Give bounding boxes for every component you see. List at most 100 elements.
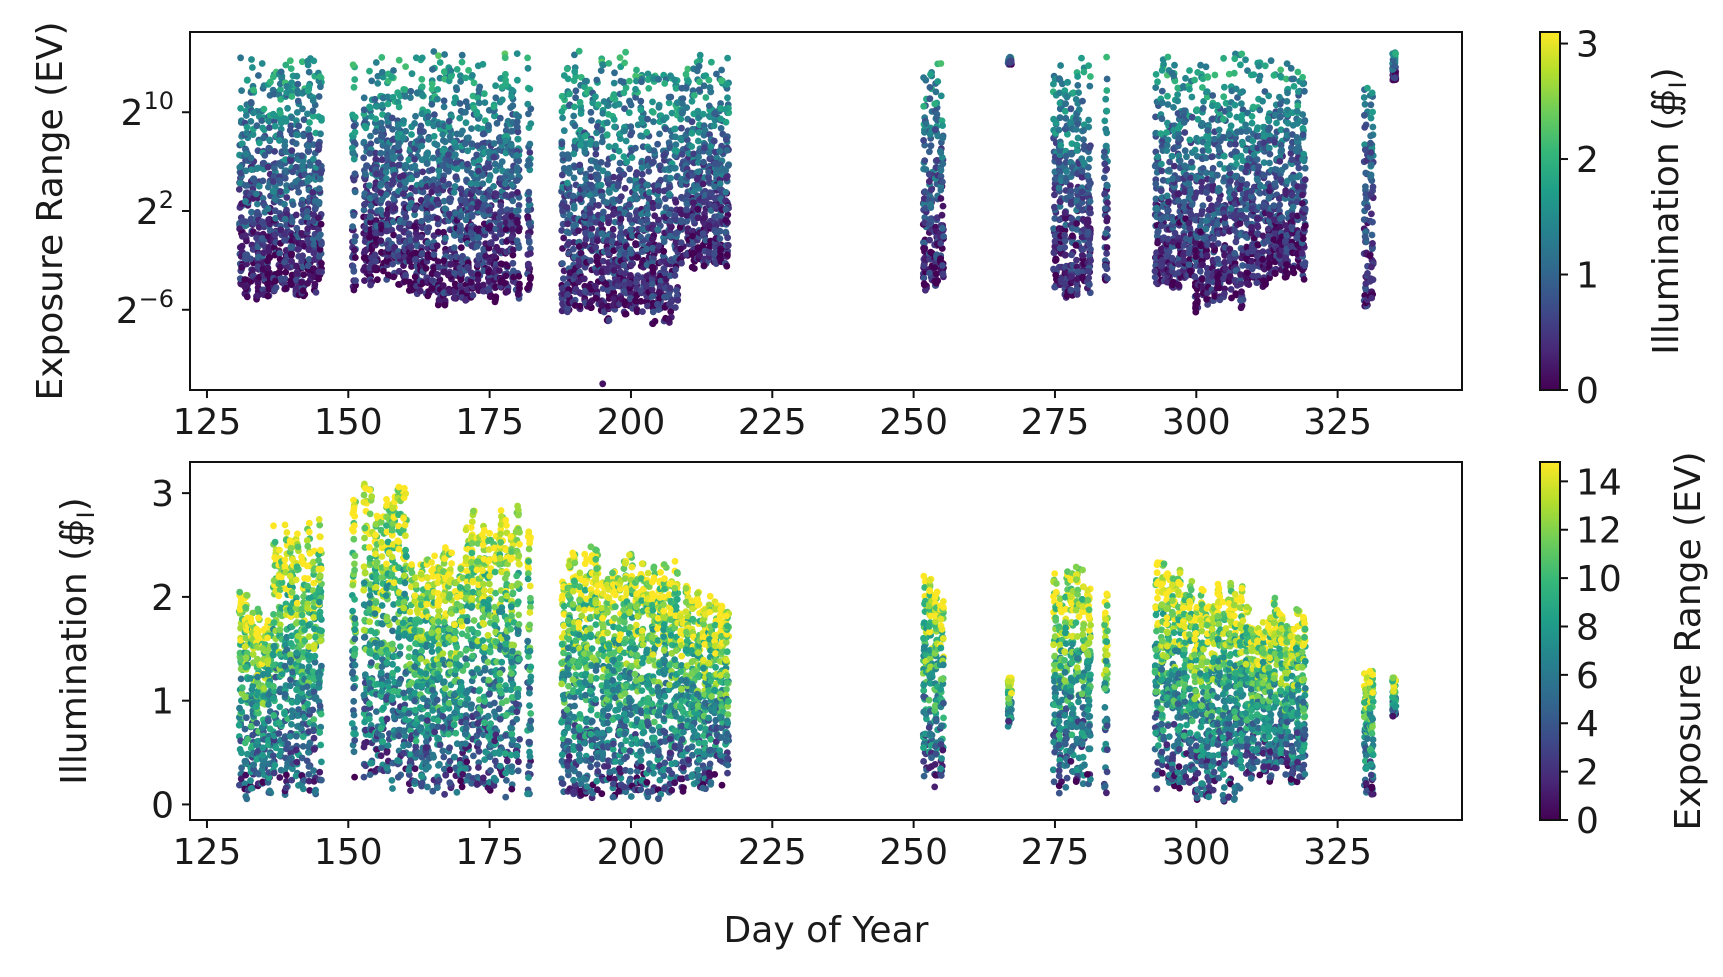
top-scatter-point [622,84,630,92]
top-scatter-point [383,227,390,235]
top-scatter-point [717,245,725,253]
top-scatter-point [493,119,501,127]
top-scatter-point [481,99,489,106]
top-scatter-point [625,201,633,208]
top-scatter-point [502,137,510,145]
top-scatter-point [672,239,680,247]
top-scatter-point [637,218,645,226]
top-scatter-point [525,110,532,118]
top-scatter-point [468,170,476,177]
top-scatter-point [501,280,509,287]
top-scatter-point [453,66,461,73]
top-scatter-point [603,199,611,207]
top-scatter-point [428,204,435,212]
top-scatter-point [577,250,585,257]
top-scatter-point [610,79,618,87]
top-scatter-point [395,281,402,288]
top-scatter-point [722,188,730,196]
top-scatter-point [1050,115,1057,123]
top-scatter-point [288,93,296,100]
top-scatter-point [672,230,680,237]
top-scatter-point [655,202,662,210]
top-scatter-point [456,264,464,272]
top-scatter-point [713,70,720,78]
top-scatter-point [243,260,251,268]
top-scatter-point [717,167,724,174]
top-scatter-point [303,208,311,215]
top-scatter-point [598,230,606,237]
top-scatter-point [372,128,379,136]
top-scatter-point [933,156,941,164]
top-scatter-point [480,90,488,98]
top-scatter-point [281,200,288,208]
top-scatter-point [418,250,426,257]
top-scatter-point [677,245,684,253]
top-scatter-point [1052,255,1060,263]
top-scatter-point [508,173,515,181]
top-scatter-point [349,61,357,69]
top-scatter-point [435,52,442,60]
top-scatter-point [300,116,308,124]
top-scatter-point [610,173,618,181]
top-scatter-point [300,132,308,140]
top-scatter-point [513,237,521,245]
top-scatter-point [937,149,945,157]
top-scatter-point [606,189,613,196]
top-scatter-point [286,57,294,65]
top-scatter-point [515,202,523,209]
top-scatter-point [655,306,662,313]
top-scatter-point [609,238,616,245]
top-scatter-point [304,225,312,233]
top-scatter-point [282,61,290,69]
top-scatter-point [271,148,278,155]
top-scatter-point [411,120,418,127]
top-scatter-point [292,140,300,148]
top-scatter-point [485,123,492,130]
top-scatter-point [451,231,459,238]
top-scatter-point [351,237,358,245]
top-scatter-point [441,301,449,309]
top-scatter-point [281,236,288,244]
top-scatter-point [249,64,256,71]
top-scatter-point [711,116,719,124]
top-scatter-point [395,56,403,64]
top-scatter-point [282,284,290,292]
top-scatter-point [586,299,594,307]
top-scatter-point [260,134,267,142]
top-scatter-point [1104,275,1111,282]
top-scatter-point [433,271,441,278]
top-scatter-point [592,282,599,290]
top-scatter-point [1157,222,1165,230]
top-scatter-point [676,135,684,142]
top-scatter-point [351,170,359,178]
top-scatter-point [700,158,707,166]
top-scatter-point [309,189,317,196]
top-scatter-point [373,170,380,178]
top-scatter-point [457,244,465,252]
top-scatter-point [1163,192,1171,200]
top-scatter-point [431,111,438,119]
top-scatter-point [390,231,397,239]
top-scatter-point [566,90,573,98]
top-scatter-point [1068,215,1076,223]
top-scatter-point [417,122,425,130]
top-scatter-point [457,72,464,80]
top-scatter-point [638,164,646,172]
top-scatter-point [689,199,697,207]
top-scatter-point [1101,148,1108,156]
top-scatter-point [436,59,444,66]
top-scatter-point [678,259,685,267]
top-scatter-point [689,171,696,179]
top-scatter-point [316,73,324,80]
top-scatter-point [644,70,652,78]
top-scatter-point [612,142,619,150]
top-scatter-point [1086,144,1093,152]
top-scatter-point [310,57,318,65]
top-scatter-point [644,155,652,163]
top-scatter-point [1086,155,1093,163]
top-scatter-point [711,110,718,117]
top-scatter-point [418,54,426,62]
top-scatter-point [622,310,630,318]
top-scatter-point [570,222,577,230]
top-scatter-point [361,247,369,255]
